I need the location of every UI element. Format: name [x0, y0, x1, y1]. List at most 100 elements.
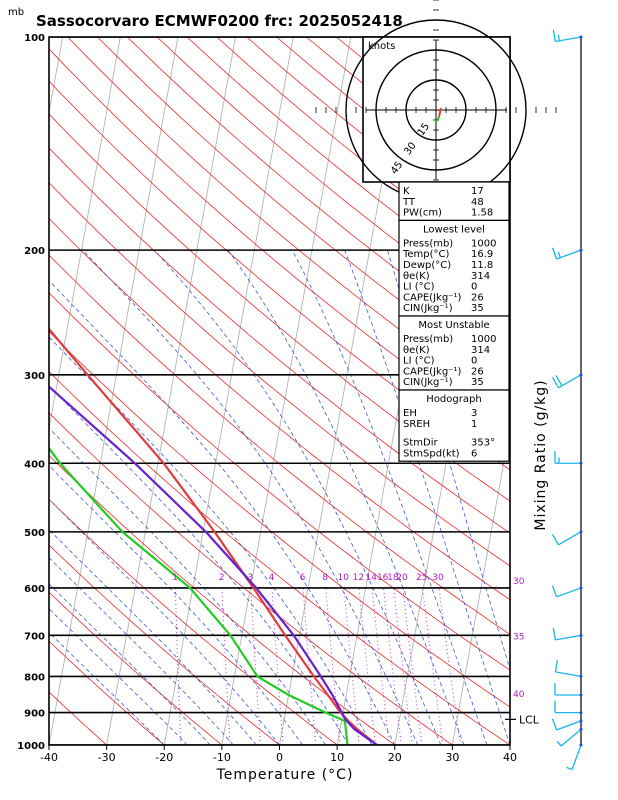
hodograph-ring	[405, 79, 467, 141]
panel-row-value: 6	[471, 448, 477, 459]
wind-barb-staff	[556, 249, 582, 260]
mixing-ratio-label: 25	[416, 573, 427, 583]
profile-line-2	[49, 446, 349, 745]
panel-row-value: 26	[471, 292, 484, 303]
dry-adiabat-line	[49, 412, 453, 745]
x-axis-label: Temperature (°C)	[216, 767, 354, 783]
isotherm-line	[0, 37, 5, 745]
wind-barb-staff	[558, 531, 582, 546]
pressure-tick-labels: 100 200 300 400 500 600 700 800 900 1000	[17, 33, 45, 752]
wind-barb-flag	[551, 247, 558, 260]
theta-label: 30	[513, 577, 525, 587]
panel-row-label: StmSpd(kt)	[403, 448, 460, 459]
wind-barb-flag	[551, 718, 558, 731]
panel-row-value: 0	[471, 356, 477, 367]
panel-row-label: K	[403, 186, 410, 197]
panel-row-label: EH	[403, 408, 417, 419]
wind-barb-dot	[579, 586, 583, 590]
temperature-tick-labels: -40 -30 -20 -10 0 10 20 30 40	[40, 745, 517, 764]
isotherm-line	[163, 37, 294, 745]
panel-row-value: 16.9	[471, 249, 493, 260]
panel-row-value: 314	[471, 345, 490, 356]
wind-barb-flag	[554, 659, 559, 672]
wind-barb-dot	[579, 373, 583, 377]
chart-title: Sassocorvaro ECMWF0200 frc: 2025052418	[36, 12, 403, 30]
wind-barb-staff	[560, 728, 582, 747]
dry-adiabat-line	[49, 217, 510, 601]
dry-adiabat-line	[49, 182, 510, 567]
temperature-tick-label: 10	[330, 751, 344, 764]
dry-adiabat-line	[49, 640, 165, 745]
wind-barb-flag	[551, 585, 558, 598]
isotherm-line	[221, 37, 352, 745]
mixing-ratio-label: 10	[338, 573, 350, 583]
wind-barb-dot	[579, 633, 583, 637]
temperature-tick-label: -30	[98, 751, 116, 764]
temperature-tick-label: 40	[503, 751, 517, 764]
top-unit-label: mb	[8, 7, 24, 18]
wind-barb-dot	[579, 727, 583, 731]
dry-adiabat-line	[49, 147, 510, 534]
panel-row-value: 11.8	[471, 260, 493, 271]
temperature-tick-label: 30	[445, 751, 459, 764]
mixing-ratio-label: 1	[172, 573, 178, 583]
lcl-label: LCL	[519, 713, 540, 726]
wind-barb-dot	[579, 743, 583, 747]
mixing-ratio-label: 2	[219, 573, 225, 583]
mixing-ratio-label: 4	[269, 573, 275, 583]
panel-header: Lowest level	[423, 224, 485, 235]
dry-adiabat-line	[49, 80, 510, 471]
pressure-tick-label: 700	[24, 631, 45, 642]
hodograph-trace	[435, 116, 440, 123]
wind-barb-flag	[555, 375, 563, 387]
isotherm-line	[49, 37, 179, 745]
pressure-tick-label: 800	[24, 672, 45, 683]
wind-barb-dot	[579, 711, 583, 715]
wind-barb-flag	[557, 251, 561, 258]
panel-row-value: 48	[471, 197, 484, 208]
background-lines	[0, 37, 510, 745]
wind-barb-dot	[579, 248, 583, 252]
panel-row-label: CAPE(Jkg⁻¹)	[403, 292, 461, 303]
wind-barb-dot	[579, 719, 583, 723]
panel-row-label: StmDir	[403, 438, 438, 449]
temperature-tick-label: 20	[388, 751, 402, 764]
wind-barb-flag	[551, 534, 560, 546]
wind-barb-flag	[557, 34, 560, 41]
panel-row-value: 17	[471, 186, 484, 197]
panel-row-label: LI (°C)	[403, 282, 435, 293]
sounding-profiles	[49, 327, 378, 745]
mixing-ratio-label: 16	[377, 573, 389, 583]
dry-adiabat-line	[67, 37, 510, 411]
wind-barb-flag	[551, 377, 560, 389]
wind-barb-dot	[579, 674, 583, 678]
panel-box	[398, 389, 510, 462]
panel-row-label: Press(mb)	[403, 238, 453, 249]
mixing-ratio-label: 12	[353, 573, 364, 583]
mixing-ratio-label: 3	[247, 573, 253, 583]
isotherm-line	[106, 37, 237, 745]
wind-barb-staff	[556, 720, 582, 731]
moist-adiabat-line	[291, 249, 488, 745]
wind-barb-dot	[579, 461, 583, 465]
mixing-ratio-label: 18	[387, 573, 399, 583]
pressure-tick-label: 500	[24, 528, 45, 539]
mixing-ratio-axis-label: Mixing Ratio (g/kg)	[533, 379, 549, 530]
wind-barb-flag	[566, 766, 573, 771]
panel-row-value: 1000	[471, 238, 496, 249]
panel-row-value: 26	[471, 366, 484, 377]
panel-row-value: 1000	[471, 334, 496, 345]
theta-label: 40	[513, 690, 525, 700]
panel-row-label: Dewp(°C)	[403, 260, 451, 271]
panel-row-label: LI (°C)	[403, 356, 435, 367]
dry-adiabat-line	[49, 113, 510, 502]
panel-row-label: CIN(Jkg⁻¹)	[403, 377, 453, 388]
panel-row-value: 0	[471, 282, 477, 293]
wind-barb-staff	[555, 671, 582, 678]
panel-row-value: 1.58	[471, 208, 493, 219]
pressure-tick-label: 900	[24, 709, 45, 720]
hodograph-trace	[438, 107, 442, 118]
panel-row-value: 3	[471, 408, 477, 419]
panel-row-value: 35	[471, 377, 484, 388]
